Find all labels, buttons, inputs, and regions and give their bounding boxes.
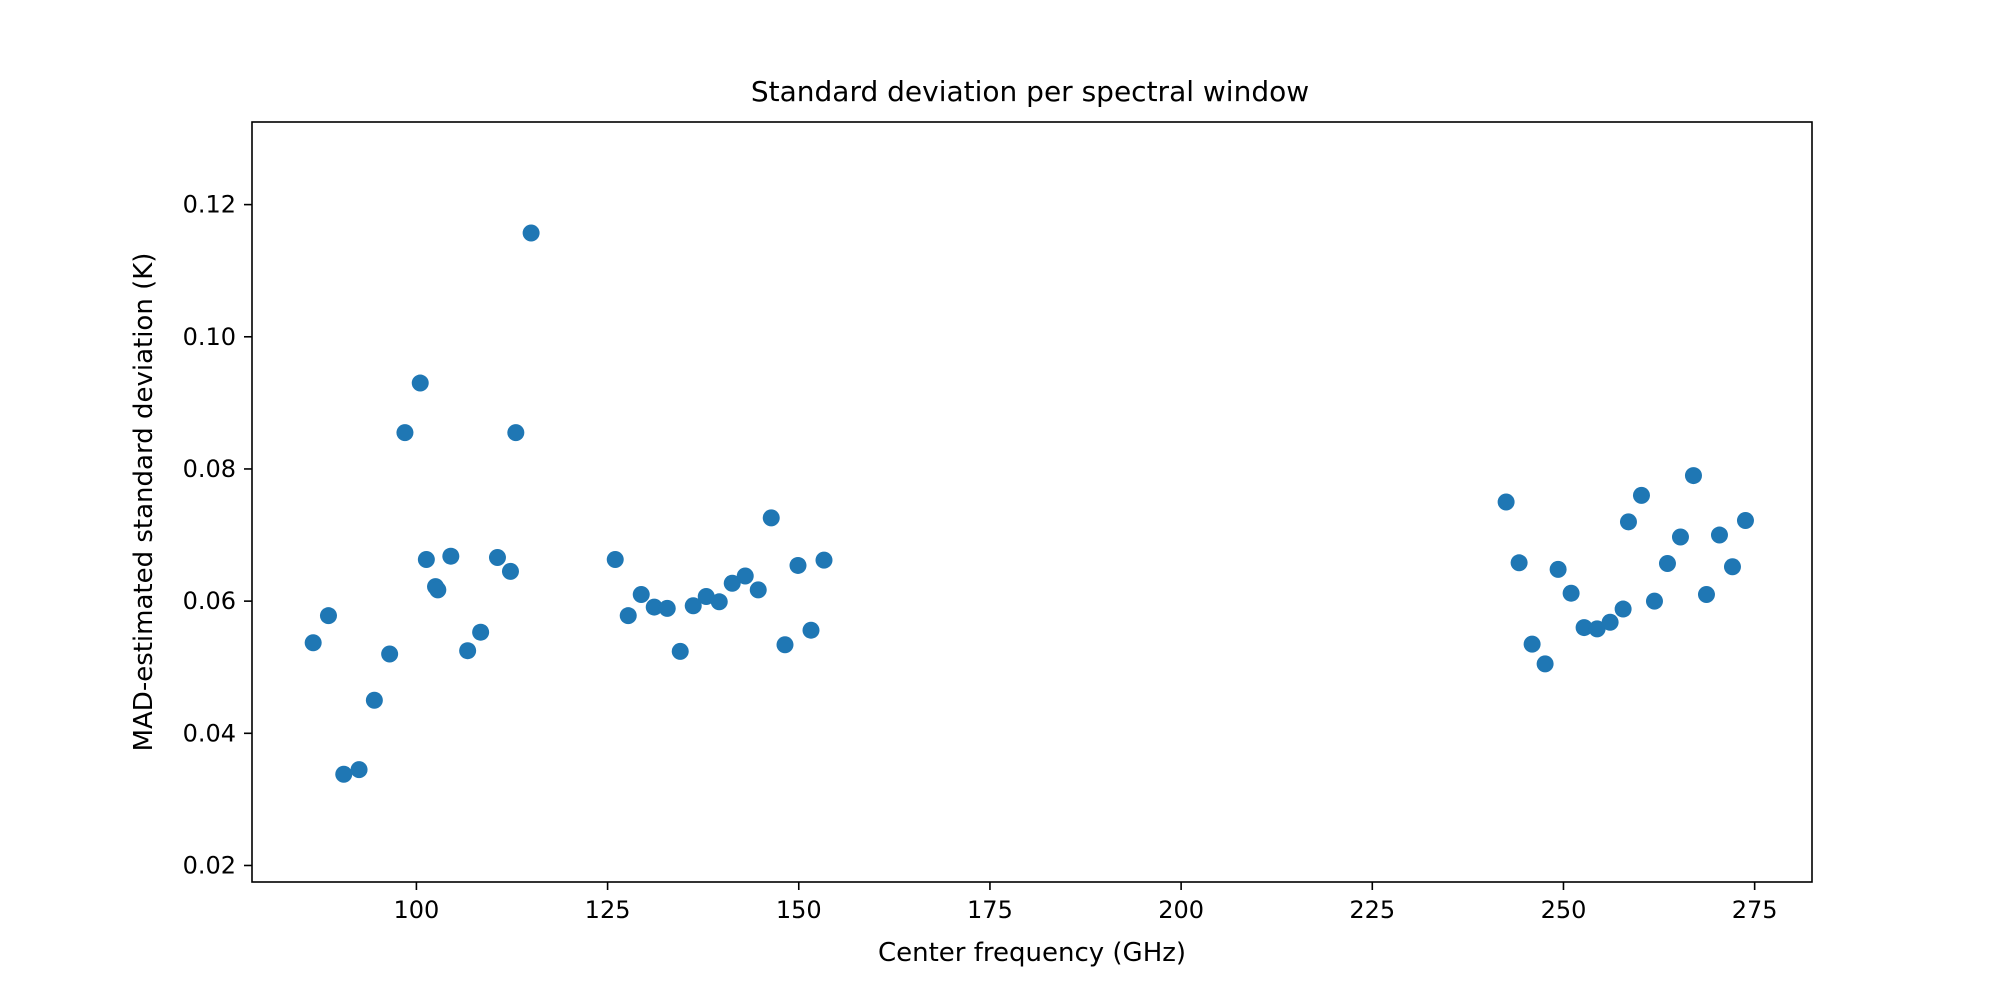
data-point xyxy=(1671,528,1689,546)
data-point xyxy=(1684,467,1702,485)
data-point xyxy=(723,574,741,592)
x-tick-label: 275 xyxy=(1732,896,1778,924)
data-point xyxy=(304,634,322,652)
x-tick-label: 175 xyxy=(967,896,1013,924)
data-point xyxy=(815,551,833,569)
data-point xyxy=(396,424,414,442)
data-point xyxy=(1723,558,1741,576)
chart-title: Standard deviation per spectral window xyxy=(751,75,1309,108)
y-tick-label: 0.08 xyxy=(183,455,236,483)
data-points xyxy=(304,224,1754,783)
data-point xyxy=(606,550,624,568)
plot-area-frame xyxy=(251,121,1813,883)
data-point xyxy=(488,549,506,567)
y-tick-label: 0.06 xyxy=(183,587,236,615)
data-point xyxy=(522,224,540,242)
data-point xyxy=(632,586,650,604)
data-point xyxy=(1614,600,1632,618)
data-point xyxy=(1523,635,1541,653)
data-point xyxy=(645,598,663,616)
data-point xyxy=(1658,554,1676,572)
data-point xyxy=(365,691,383,709)
data-point xyxy=(1588,620,1606,638)
data-point xyxy=(1549,560,1567,578)
data-point xyxy=(684,597,702,615)
x-axis-label: Center frequency (GHz) xyxy=(878,938,1186,968)
data-point xyxy=(335,765,353,783)
data-point xyxy=(710,593,728,611)
data-point xyxy=(381,645,399,663)
data-point xyxy=(472,623,490,641)
y-axis-ticks: 0.02 0.04 0.06 0.08 0.10 0.12 xyxy=(183,191,252,879)
y-axis-label: MAD-estimated standard deviation (K) xyxy=(129,253,159,752)
data-point xyxy=(776,636,794,654)
x-tick-label: 125 xyxy=(585,896,631,924)
data-point xyxy=(411,374,429,392)
x-tick-label: 225 xyxy=(1349,896,1395,924)
y-tick-label: 0.04 xyxy=(183,719,236,747)
data-point xyxy=(1497,493,1515,511)
data-point xyxy=(1575,619,1593,637)
data-point xyxy=(1632,486,1650,504)
data-point xyxy=(350,761,368,779)
data-point xyxy=(619,607,637,625)
data-point xyxy=(802,621,820,639)
data-point xyxy=(1536,655,1554,673)
data-point xyxy=(1619,513,1637,531)
data-point xyxy=(501,562,519,580)
x-axis-ticks: 100 125 150 175 200 225 250 275 xyxy=(394,882,1778,924)
data-point xyxy=(749,581,767,599)
data-point xyxy=(442,547,460,565)
data-point xyxy=(1697,586,1715,604)
data-point xyxy=(736,567,754,585)
data-point xyxy=(1645,592,1663,610)
data-point xyxy=(1710,526,1728,544)
data-point xyxy=(697,588,715,606)
data-point xyxy=(507,424,525,442)
y-tick-label: 0.10 xyxy=(183,323,236,351)
data-point xyxy=(429,581,447,599)
data-point xyxy=(762,509,780,527)
data-point xyxy=(459,642,477,660)
x-tick-label: 250 xyxy=(1541,896,1587,924)
data-point xyxy=(1510,554,1528,572)
x-tick-label: 200 xyxy=(1158,896,1204,924)
y-tick-label: 0.12 xyxy=(183,191,236,219)
data-point xyxy=(417,550,435,568)
data-point xyxy=(319,607,337,625)
data-point xyxy=(671,642,689,660)
data-point xyxy=(1736,512,1754,530)
y-tick-label: 0.02 xyxy=(183,851,236,879)
data-point xyxy=(1601,613,1619,631)
data-point xyxy=(1562,584,1580,602)
data-point xyxy=(658,599,676,617)
x-tick-label: 100 xyxy=(394,896,440,924)
data-point xyxy=(789,556,807,574)
x-tick-label: 150 xyxy=(776,896,822,924)
